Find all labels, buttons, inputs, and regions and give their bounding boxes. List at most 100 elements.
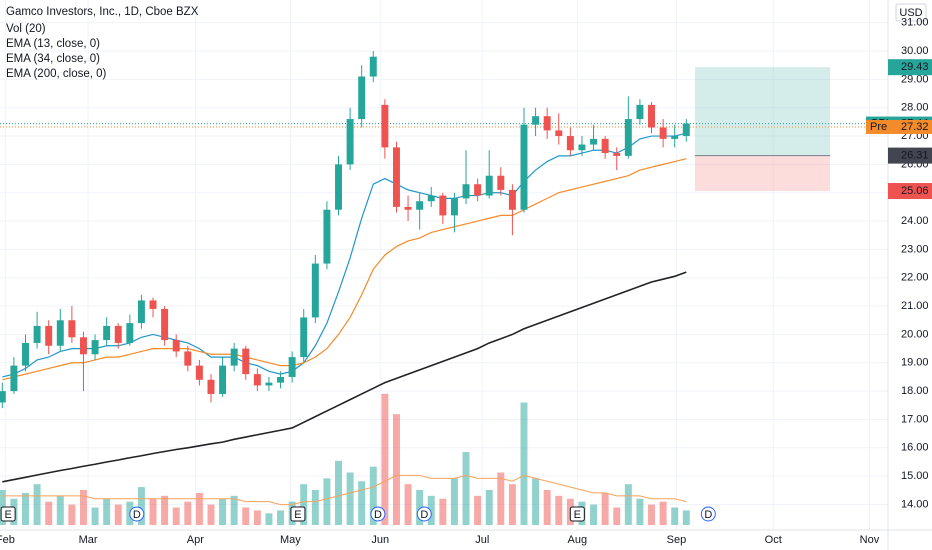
volume-bar: [590, 504, 598, 525]
event-label: D: [133, 509, 141, 521]
candle-body: [91, 340, 99, 355]
candle-body: [195, 365, 203, 380]
volume-bar: [242, 507, 250, 525]
badge-value: 27.32: [901, 121, 929, 133]
y-tick-label: 20.00: [901, 328, 929, 340]
volume-bar: [277, 510, 285, 525]
y-tick-label: 23.00: [901, 243, 929, 255]
y-tick-label: 19.00: [901, 357, 929, 369]
candle-body: [311, 263, 319, 318]
candle-body: [427, 195, 435, 202]
candle-body: [543, 116, 551, 131]
candle-body: [22, 342, 29, 366]
badge-value: 29.43: [901, 61, 929, 73]
ema-line: [2, 158, 687, 381]
volume-bar: [68, 504, 76, 525]
volume-bar: [172, 507, 180, 525]
event-dividend: [700, 506, 716, 522]
event-label: E: [4, 509, 11, 521]
candle-body: [68, 320, 76, 338]
candle-body: [613, 153, 621, 156]
candle-body: [358, 76, 366, 120]
y-tick-label: 22.00: [901, 272, 929, 284]
volume-bar: [311, 490, 319, 525]
candle-body: [265, 382, 273, 386]
candle-body: [474, 184, 482, 196]
event-label: E: [294, 509, 301, 521]
candle-body: [277, 376, 285, 383]
volume-bar: [671, 507, 679, 525]
candle-body: [300, 317, 308, 358]
x-tick-label: Apr: [187, 534, 204, 546]
candle-body: [172, 340, 180, 352]
y-tick-label: 18.00: [901, 385, 929, 397]
candle-body: [450, 198, 458, 216]
volume-bar: [161, 495, 169, 525]
candle-body: [555, 130, 563, 137]
ema-line: [2, 271, 687, 483]
price-badge: [888, 59, 932, 76]
volume-bar: [114, 504, 122, 525]
volume-bar: [427, 495, 435, 525]
event-earnings: [569, 506, 585, 522]
volume-bar: [416, 490, 424, 525]
candle-body: [369, 56, 377, 77]
volume-bar: [265, 513, 273, 525]
volume-bar: [404, 484, 412, 525]
candle-body: [323, 209, 331, 264]
badge-value: 25.06: [901, 185, 929, 197]
candle-body: [485, 175, 493, 196]
candle-body: [335, 164, 342, 210]
event-dividend: [370, 506, 386, 522]
candle-body: [126, 323, 134, 343]
candle-body: [10, 365, 18, 392]
y-tick-label: 15.00: [901, 470, 929, 482]
currency-box[interactable]: [895, 3, 927, 22]
volume-bar: [369, 466, 377, 525]
candle-body: [636, 104, 644, 120]
ema-line: [2, 132, 687, 378]
candle-body: [253, 374, 261, 386]
candle-body: [184, 351, 192, 366]
target-zone: [695, 67, 830, 156]
candle-body: [56, 320, 64, 346]
candle-body: [219, 365, 227, 394]
x-tick-label: Sep: [667, 534, 687, 546]
x-tick-label: Jul: [475, 534, 489, 546]
volume-bar: [79, 490, 87, 525]
event-label: D: [374, 509, 382, 521]
volume-bar: [682, 510, 690, 525]
candle-body: [601, 138, 609, 154]
candle-body: [33, 325, 41, 343]
volume-bar: [219, 498, 227, 525]
volume-bar: [253, 510, 261, 525]
y-tick-label: 28.00: [901, 102, 929, 114]
volume-bar: [381, 393, 389, 525]
volume-bar: [543, 490, 551, 525]
candle-body: [497, 175, 505, 190]
candle-body: [462, 184, 470, 199]
indicator-label: EMA (200, close, 0): [6, 68, 107, 80]
candle-body: [520, 124, 528, 210]
candle-body: [671, 136, 679, 139]
candle-body: [682, 123, 690, 137]
event-dividend: [416, 506, 432, 522]
volume-bar: [648, 504, 655, 525]
candle-body: [114, 325, 122, 343]
volume-bar: [195, 492, 203, 525]
candle-body: [659, 127, 667, 139]
candle-body: [149, 300, 157, 309]
candle-body: [103, 325, 111, 341]
y-tick-label: 30.00: [901, 45, 929, 57]
x-tick-label: Oct: [765, 534, 782, 546]
candle-body: [79, 337, 87, 355]
volume-bar: [497, 472, 505, 525]
candle-body: [590, 138, 598, 145]
currency[interactable]: USD: [899, 7, 922, 19]
candle-body: [416, 201, 424, 210]
candle-body: [161, 308, 169, 341]
volume-bar: [450, 478, 458, 525]
indicator-label: EMA (34, close, 0): [6, 53, 100, 65]
y-tick-label: 29.00: [901, 73, 929, 85]
x-tick-label: May: [280, 534, 301, 546]
